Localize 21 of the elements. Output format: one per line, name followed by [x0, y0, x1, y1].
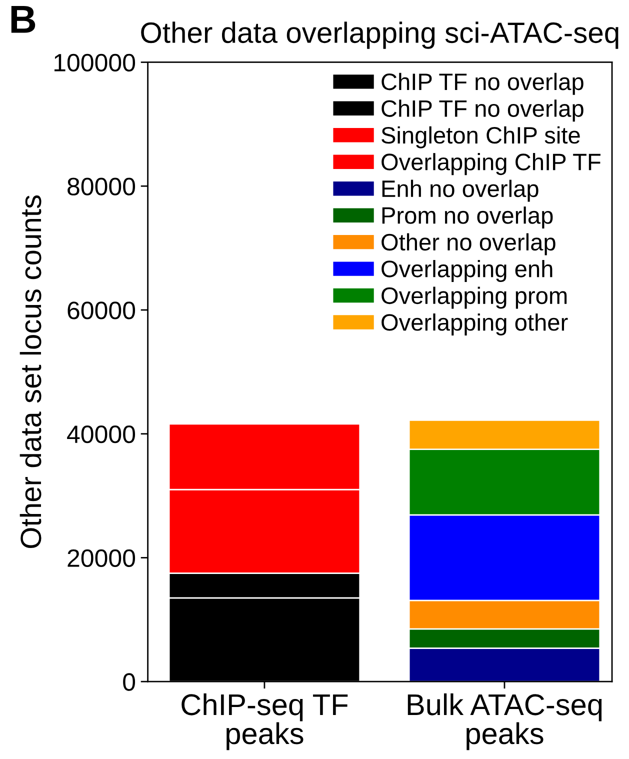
legend-label: ChIP TF no overlap — [382, 72, 584, 95]
y-tick-label: 60000 — [68, 302, 136, 320]
legend-label: Overlapping enh — [382, 260, 552, 282]
y-axis-title: Other data set locus counts — [20, 195, 42, 548]
y-tick-label: 80000 — [68, 178, 136, 196]
x-tick-label: Bulk ATAC-seq peaks — [408, 693, 602, 750]
y-tick-label: 20000 — [68, 549, 136, 568]
legend-label: Overlapping other — [382, 313, 568, 336]
text: B — [11, 6, 36, 33]
legend-label: Singleton ChIP site — [382, 126, 580, 148]
legend-label: Prom no overlap — [382, 206, 553, 229]
x-tick-label: ChIP-seq TF peaks — [182, 693, 348, 750]
legend-label: Enh no overlap — [382, 180, 538, 202]
chart-title: Other data overlapping sci-ATAC-seq — [141, 22, 618, 49]
y-tick-label: 100000 — [54, 54, 136, 72]
legend-label: Overlapping prom — [382, 286, 567, 309]
y-tick-label: 40000 — [67, 425, 136, 444]
legend-label: ChIP TF no overlap — [382, 100, 584, 122]
y-tick-label: 0 — [123, 673, 136, 691]
legend-label: Other no overlap — [382, 233, 556, 256]
legend-label: Overlapping ChIP TF — [382, 153, 600, 176]
